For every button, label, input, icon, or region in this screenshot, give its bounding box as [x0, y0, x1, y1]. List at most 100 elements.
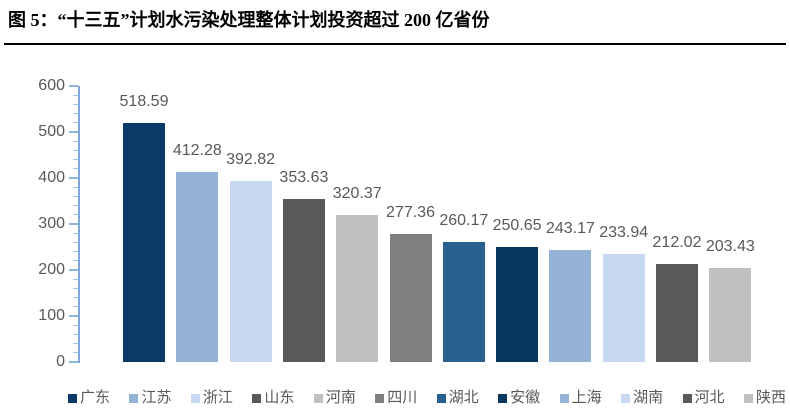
legend-swatch	[313, 393, 323, 403]
y-axis-line	[78, 86, 80, 363]
bar-value-label: 250.65	[492, 216, 542, 234]
legend-swatch	[190, 393, 200, 403]
legend-label: 山东	[264, 389, 295, 406]
bar-value-label: 518.59	[119, 93, 169, 111]
legend-label: 河南	[325, 389, 356, 406]
y-axis-minor-tick	[73, 159, 78, 161]
bar	[389, 234, 432, 362]
bar-value-label: 412.28	[172, 142, 222, 160]
legend-item: 浙江	[190, 389, 233, 406]
legend-item: 山东	[252, 390, 294, 406]
bar	[229, 181, 272, 362]
y-axis-minor-tick	[73, 168, 78, 170]
legend-item: 四川	[375, 390, 417, 406]
legend-label: 江苏	[141, 389, 172, 406]
y-axis-major-tick	[69, 131, 78, 133]
legend-item: 广东	[68, 390, 110, 406]
y-axis-minor-tick	[73, 324, 78, 326]
legend-swatch	[129, 393, 139, 403]
y-axis-major-tick	[69, 315, 78, 317]
y-axis-minor-tick	[73, 186, 78, 188]
bar-value-label: 212.02	[652, 234, 702, 252]
legend-label: 上海	[571, 389, 602, 406]
figure-title: 图 5：“十三五”计划水污染处理整体计划投资超过 200 亿省份	[8, 10, 490, 30]
chart-legend: 广东 江苏 浙江 山东 河南 四川 湖北 安徽 上海 湖南 河北 陕西	[68, 389, 786, 407]
title-divider	[4, 43, 786, 45]
legend-item: 江苏	[129, 390, 171, 406]
y-axis-major-tick	[69, 269, 78, 271]
y-axis-minor-tick	[73, 352, 78, 354]
bar-value-label: 203.43	[705, 238, 755, 256]
legend-swatch	[436, 393, 446, 403]
legend-label: 湖南	[633, 389, 664, 406]
legend-swatch	[743, 393, 753, 403]
y-axis-tick-label: 600	[38, 77, 65, 94]
legend-label: 安徽	[510, 389, 541, 406]
bar	[336, 214, 379, 362]
bar	[176, 172, 219, 362]
y-axis-tick-label: 400	[38, 169, 65, 186]
legend-item: 湖南	[621, 390, 663, 406]
y-axis-minor-tick	[73, 306, 78, 308]
legend-label: 浙江	[202, 389, 233, 406]
y-axis-minor-tick	[73, 251, 78, 253]
bar-value-label: 233.94	[599, 224, 649, 242]
y-axis-major-tick	[69, 85, 78, 87]
y-axis-minor-tick	[73, 205, 78, 207]
y-axis-minor-tick	[73, 333, 78, 335]
bar	[282, 199, 325, 362]
legend-swatch	[68, 393, 77, 403]
y-axis-tick-label: 0	[56, 353, 65, 370]
y-axis-minor-tick	[73, 113, 78, 115]
legend-swatch	[559, 393, 569, 403]
bar-value-label: 243.17	[545, 220, 595, 238]
y-axis-minor-tick	[73, 241, 78, 243]
legend-label: 四川	[387, 389, 418, 406]
y-axis-major-tick	[69, 177, 78, 179]
y-axis-major-tick	[69, 223, 78, 225]
bar-value-label: 260.17	[439, 212, 489, 230]
y-axis-tick-label: 500	[38, 123, 65, 140]
legend-item: 河南	[313, 389, 356, 406]
legend-label: 河北	[694, 389, 725, 406]
y-axis-minor-tick	[73, 195, 78, 197]
y-axis-minor-tick	[73, 287, 78, 289]
bar-value-label: 353.63	[279, 169, 329, 187]
legend-item: 上海	[559, 389, 602, 406]
legend-item: 湖北	[436, 389, 479, 406]
legend-item: 安徽	[498, 390, 540, 406]
bar	[496, 246, 539, 362]
legend-swatch	[621, 393, 631, 403]
y-axis-tick-label: 100	[38, 307, 65, 324]
legend-item: 陕西	[743, 389, 786, 406]
y-axis-minor-tick	[73, 232, 78, 234]
y-axis-minor-tick	[73, 149, 78, 151]
y-axis-minor-tick	[73, 343, 78, 345]
legend-swatch	[498, 393, 508, 403]
y-axis-minor-tick	[73, 103, 78, 105]
y-axis-minor-tick	[73, 122, 78, 124]
y-axis-minor-tick	[73, 260, 78, 262]
y-axis-minor-tick	[73, 214, 78, 216]
legend-label: 陕西	[755, 389, 786, 406]
bar	[549, 250, 592, 362]
legend-label: 广东	[80, 389, 111, 406]
legend-label: 湖北	[448, 389, 479, 406]
bar	[123, 123, 165, 362]
bar-value-label: 320.37	[332, 184, 382, 202]
y-axis-minor-tick	[73, 94, 78, 96]
y-axis-tick-label: 200	[38, 261, 65, 278]
bar-value-label: 277.36	[386, 204, 435, 222]
y-axis-major-tick	[69, 361, 78, 363]
bar	[709, 268, 752, 362]
legend-item: 河北	[682, 389, 725, 406]
bar	[442, 242, 485, 362]
y-axis-minor-tick	[73, 297, 78, 299]
legend-swatch	[682, 393, 692, 403]
bar	[602, 254, 645, 362]
legend-swatch	[375, 393, 385, 403]
y-axis-minor-tick	[73, 140, 78, 142]
y-axis-tick-label: 300	[38, 215, 65, 232]
